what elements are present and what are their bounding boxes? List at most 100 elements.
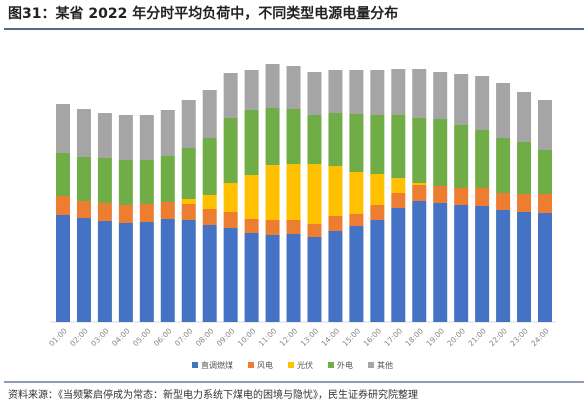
bar-segment bbox=[433, 119, 448, 186]
x-tick-label: 22:00 bbox=[487, 326, 509, 348]
bar-segment bbox=[391, 208, 406, 322]
bar-segment bbox=[223, 228, 238, 322]
bar-segment bbox=[223, 183, 238, 212]
bar-segment bbox=[517, 92, 532, 142]
bar-segment bbox=[307, 72, 322, 115]
bar-segment bbox=[391, 69, 406, 115]
bar-segment bbox=[97, 221, 112, 322]
bar-segment bbox=[160, 110, 175, 156]
bar-segment bbox=[349, 226, 364, 322]
bar-segment bbox=[244, 70, 259, 110]
bar-segment bbox=[265, 235, 280, 322]
bar-segment bbox=[223, 118, 238, 183]
bar-segment bbox=[286, 66, 301, 109]
bar-segment bbox=[181, 204, 196, 220]
bar-segment bbox=[454, 125, 469, 188]
bar-segment bbox=[286, 220, 301, 234]
bar-segment bbox=[412, 185, 427, 201]
bar-segment bbox=[265, 220, 280, 235]
bar-segment bbox=[370, 115, 385, 174]
x-tick-label: 11:00 bbox=[257, 326, 279, 348]
bar-segment bbox=[307, 115, 322, 164]
x-tick-label: 18:00 bbox=[403, 326, 425, 348]
legend-label: 直调燃煤 bbox=[201, 360, 233, 370]
bar-segment bbox=[56, 104, 70, 153]
bar-segment bbox=[223, 73, 238, 118]
bar-segment bbox=[160, 219, 175, 322]
bar-segment bbox=[76, 157, 91, 201]
bar-segment bbox=[265, 108, 280, 165]
bar-segment bbox=[538, 194, 552, 213]
bar-segment bbox=[370, 70, 385, 115]
legend-swatch bbox=[288, 362, 294, 368]
bar-segment bbox=[349, 214, 364, 226]
x-tick-label: 19:00 bbox=[424, 326, 446, 348]
bar-segment bbox=[307, 164, 322, 224]
bar-segment bbox=[391, 178, 406, 193]
bar-segment bbox=[56, 215, 70, 322]
bar-segment bbox=[76, 218, 91, 322]
bar-segment bbox=[139, 160, 154, 204]
bar-segment bbox=[349, 114, 364, 172]
bar-segment bbox=[391, 193, 406, 208]
bar-segment bbox=[328, 166, 343, 216]
legend-swatch bbox=[328, 362, 334, 368]
bar-segment bbox=[56, 196, 70, 215]
bar-segment bbox=[517, 212, 532, 322]
bar-segment bbox=[454, 205, 469, 322]
bar-segment bbox=[76, 109, 91, 157]
legend-label: 外电 bbox=[337, 360, 353, 370]
bar-segment bbox=[517, 194, 532, 212]
legend-swatch bbox=[192, 362, 198, 368]
bar-segment bbox=[538, 213, 552, 322]
bar-segment bbox=[475, 130, 490, 188]
bar-segment bbox=[97, 158, 112, 203]
bar-segment bbox=[244, 219, 259, 233]
x-tick-label: 04:00 bbox=[110, 326, 132, 348]
x-tick-label: 17:00 bbox=[382, 326, 404, 348]
x-tick-label: 20:00 bbox=[445, 326, 467, 348]
x-tick-label: 02:00 bbox=[68, 326, 90, 348]
x-tick-label: 13:00 bbox=[299, 326, 321, 348]
bar-segment bbox=[475, 206, 490, 322]
bar-segment bbox=[496, 210, 511, 322]
bar-segment bbox=[139, 222, 154, 322]
bar-segment bbox=[370, 220, 385, 322]
bar-segment bbox=[202, 195, 217, 209]
x-tick-label: 24:00 bbox=[529, 326, 551, 348]
bar-segment bbox=[139, 204, 154, 222]
bar-segment bbox=[286, 109, 301, 164]
x-tick-label: 10:00 bbox=[236, 326, 258, 348]
bar-segment bbox=[328, 113, 343, 166]
x-tick-label: 03:00 bbox=[89, 326, 111, 348]
bar-segment bbox=[202, 90, 217, 138]
bar-segment bbox=[433, 186, 448, 203]
bar-segment bbox=[496, 138, 511, 193]
bar-segment bbox=[412, 118, 427, 183]
x-tick-label: 08:00 bbox=[194, 326, 216, 348]
x-tick-label: 09:00 bbox=[215, 326, 237, 348]
bar-segment bbox=[517, 142, 532, 194]
bar-segment bbox=[349, 172, 364, 214]
bar-segment bbox=[328, 70, 343, 113]
x-tick-label: 16:00 bbox=[362, 326, 384, 348]
bar-segment bbox=[76, 201, 91, 218]
bar-segment bbox=[118, 160, 133, 205]
bar-segment bbox=[538, 100, 552, 150]
bar-segment bbox=[349, 70, 364, 114]
x-tick-label: 23:00 bbox=[508, 326, 530, 348]
bar-segment bbox=[475, 76, 490, 130]
bar-segment bbox=[475, 188, 490, 206]
bar-segment bbox=[56, 153, 70, 196]
x-tick-label: 07:00 bbox=[173, 326, 195, 348]
bar-segment bbox=[181, 199, 196, 204]
legend-label: 风电 bbox=[257, 360, 273, 370]
bar-segment bbox=[265, 64, 280, 108]
bar-segment bbox=[412, 183, 427, 185]
legend-label: 光伏 bbox=[297, 360, 313, 370]
bar-segment bbox=[433, 72, 448, 119]
bar-segment bbox=[97, 113, 112, 158]
bar-segment bbox=[139, 115, 154, 160]
bar-segment bbox=[265, 165, 280, 220]
bar-segment bbox=[370, 174, 385, 205]
